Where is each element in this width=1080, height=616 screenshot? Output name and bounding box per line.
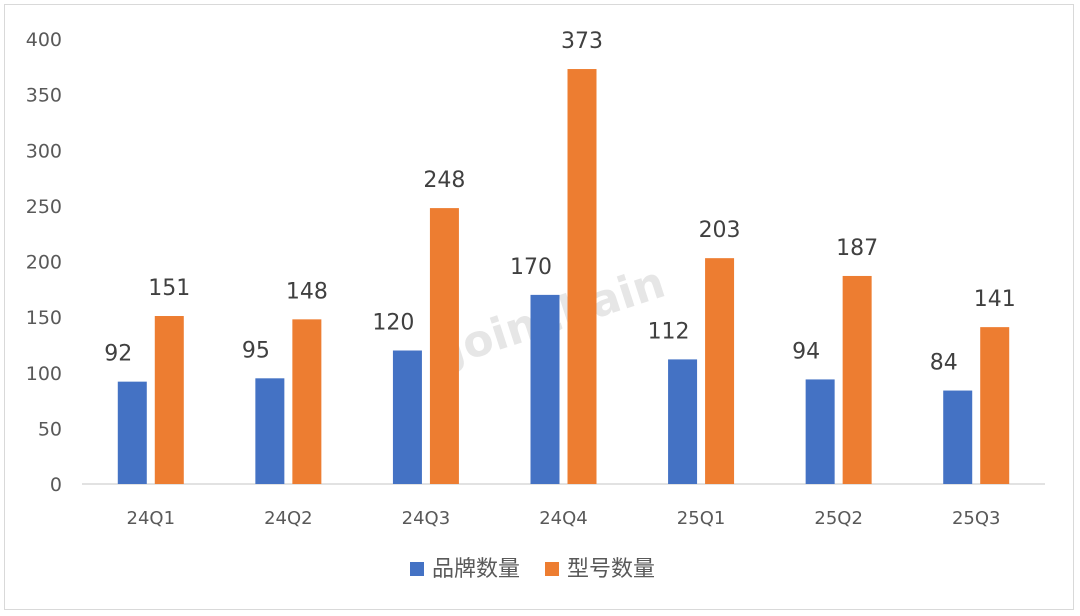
y-tick-label: 200 [26, 252, 62, 274]
y-tick-label: 250 [26, 196, 62, 218]
data-label: 203 [699, 218, 741, 243]
data-label: 248 [423, 168, 465, 193]
data-label: 148 [286, 279, 328, 304]
y-tick-label: 0 [50, 474, 62, 496]
x-tick-label: 25Q2 [814, 508, 863, 529]
bar-model [154, 316, 184, 484]
data-label: 92 [104, 342, 132, 367]
bar-model [567, 69, 597, 484]
data-labels: 92 95 120 170 112 94 84 151 148 248 373 203 187 141 [104, 29, 1015, 376]
legend: 品牌数量 型号数量 [410, 557, 655, 582]
legend-swatch [410, 562, 424, 576]
bar-brand [668, 359, 698, 484]
data-label: 187 [836, 236, 878, 261]
y-axis: 0 50 100 150 200 250 300 350 400 [26, 29, 62, 496]
x-tick-label: 24Q2 [264, 508, 313, 529]
y-tick-label: 100 [26, 363, 62, 385]
y-tick-label: 300 [26, 140, 62, 162]
x-tick-label: 25Q1 [677, 508, 726, 529]
bar-model [292, 319, 322, 484]
legend-label: 品牌数量 [432, 557, 520, 582]
x-tick-label: 24Q1 [127, 508, 176, 529]
data-label: 151 [148, 276, 190, 301]
y-tick-label: 50 [38, 418, 62, 440]
data-label: 120 [372, 311, 414, 336]
y-tick-label: 350 [26, 85, 62, 107]
data-label: 112 [648, 319, 690, 344]
data-label: 84 [930, 351, 958, 376]
bar-model [842, 275, 872, 484]
x-tick-label: 24Q4 [539, 508, 588, 529]
bar-model [429, 208, 459, 484]
data-label: 373 [561, 29, 603, 54]
bar-model [980, 327, 1010, 484]
data-label: 141 [974, 287, 1016, 312]
bar-brand [392, 350, 422, 484]
x-axis: 24Q1 24Q2 24Q3 24Q4 25Q1 25Q2 25Q3 [82, 483, 1045, 529]
bar-brand [530, 294, 560, 484]
bar-brand [255, 378, 285, 484]
x-tick-label: 24Q3 [402, 508, 451, 529]
data-label: 94 [792, 339, 820, 364]
bar-brand [117, 381, 147, 484]
bar-model [705, 258, 735, 484]
legend-label: 型号数量 [567, 557, 655, 582]
legend-swatch [545, 562, 559, 576]
data-label: 170 [510, 255, 552, 280]
bar-brand [943, 390, 973, 484]
y-tick-label: 150 [26, 307, 62, 329]
bars [117, 69, 1010, 484]
y-tick-label: 400 [26, 29, 62, 51]
x-tick-label: 25Q3 [952, 508, 1001, 529]
data-label: 95 [242, 338, 270, 363]
bar-brand [805, 379, 835, 484]
